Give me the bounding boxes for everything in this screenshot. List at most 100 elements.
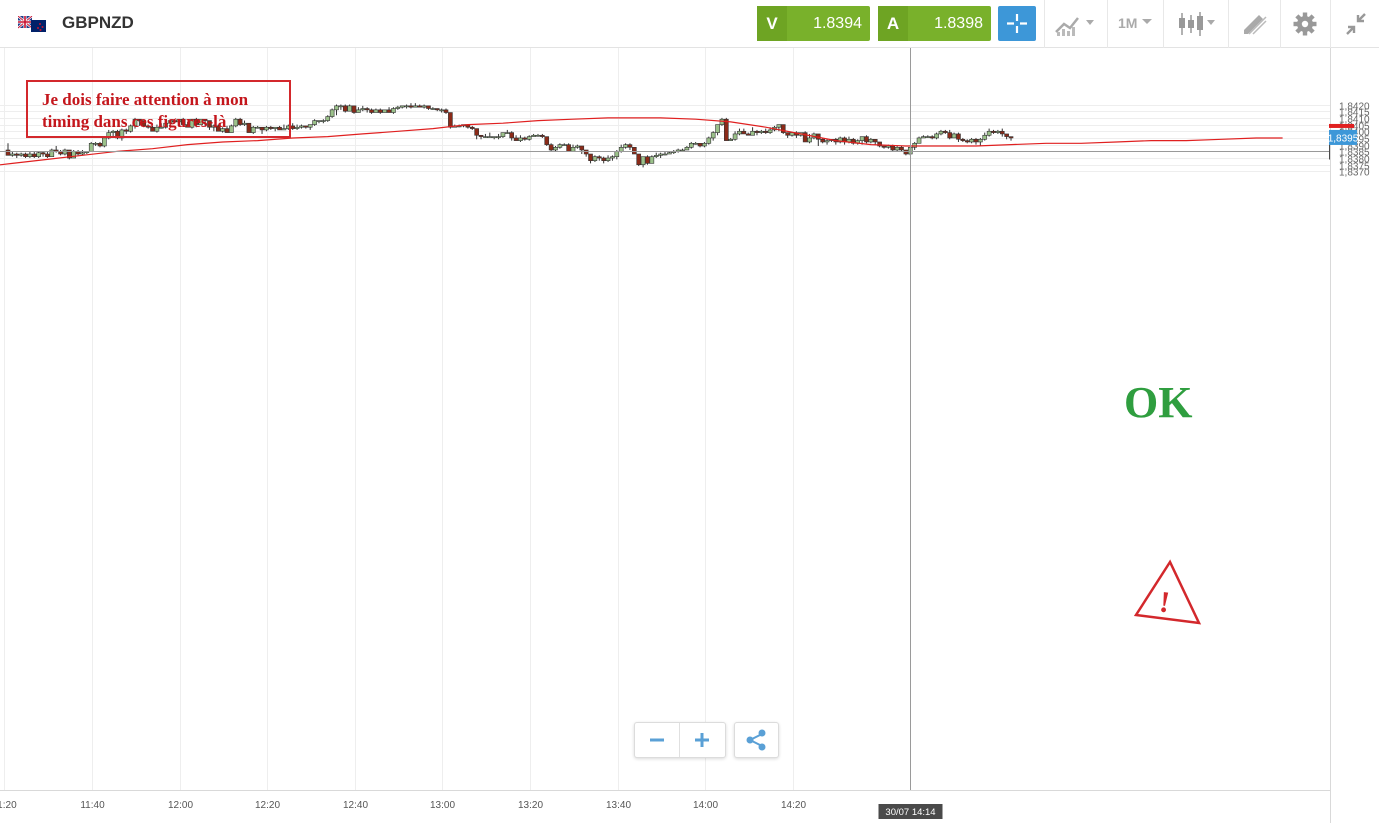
candle — [373, 108, 379, 113]
candle-body — [570, 147, 576, 152]
collapse-button[interactable] — [1343, 10, 1369, 38]
candle-body — [561, 144, 567, 146]
candle-body — [969, 138, 974, 143]
candle-body — [596, 156, 602, 159]
candle — [540, 133, 545, 138]
candle-body — [123, 129, 129, 132]
candle-body — [986, 130, 992, 136]
y-tick-label: 1,8375 — [1339, 162, 1370, 173]
candle — [601, 156, 606, 164]
candle-body — [531, 134, 536, 137]
candle — [553, 145, 558, 152]
candle-body — [110, 130, 116, 133]
price-chart[interactable]: 1,8385 30/07 14:14 1,84201,84151,84101,84… — [0, 48, 1379, 823]
candle-body — [872, 138, 878, 143]
candle-body — [750, 130, 755, 136]
drawing-tools-button[interactable] — [1241, 10, 1269, 38]
candle — [759, 129, 764, 134]
candle-body — [386, 109, 392, 113]
zoom-in-button[interactable] — [680, 723, 724, 757]
chart-type-button[interactable] — [1177, 10, 1221, 38]
candle-body — [557, 144, 563, 148]
candle — [404, 104, 409, 109]
candle-body — [807, 137, 812, 143]
candle-body — [859, 136, 865, 141]
candle — [1008, 136, 1014, 141]
collapse-arrows-icon — [1346, 13, 1366, 35]
toolbar-separator — [1280, 0, 1281, 48]
candle-body — [421, 105, 427, 108]
candle-body — [211, 125, 217, 128]
candle-body — [500, 132, 506, 137]
candle — [951, 132, 957, 139]
candle-body — [851, 138, 856, 144]
candle — [123, 128, 129, 134]
candle — [903, 149, 909, 156]
candle — [978, 137, 983, 146]
candle-body — [1004, 133, 1009, 137]
timeframe-button[interactable]: 1M — [1118, 15, 1153, 43]
candle-body — [413, 105, 418, 108]
toolbar-separator — [1163, 0, 1164, 48]
warning-triangle: ! — [1133, 559, 1202, 625]
candle-body — [14, 153, 20, 156]
candle-body — [636, 153, 642, 166]
candle — [868, 137, 874, 144]
crosshair-time-label: 30/07 14:14 — [885, 807, 935, 818]
settings-button[interactable] — [1292, 10, 1318, 38]
candle — [675, 148, 681, 153]
candle — [176, 118, 182, 125]
candle-body — [715, 124, 720, 133]
annotation-note: Je dois faire attention à mon timing dan… — [26, 80, 291, 138]
share-button[interactable] — [734, 722, 779, 758]
x-tick-label: 14:00 — [693, 800, 718, 811]
candle-body — [404, 105, 409, 108]
candle-body — [899, 147, 904, 151]
candle-body — [167, 120, 173, 124]
candle-body — [912, 143, 917, 148]
buy-button[interactable]: A 1.8398 — [878, 6, 991, 41]
candle — [575, 144, 580, 149]
zoom-out-button[interactable] — [635, 723, 680, 757]
candle — [815, 133, 821, 146]
candle-body — [360, 108, 366, 111]
candle — [185, 121, 190, 128]
candle — [198, 118, 204, 125]
crosshair-icon — [1007, 14, 1027, 33]
candle — [561, 143, 567, 146]
candle — [307, 124, 313, 130]
candle — [75, 149, 81, 156]
candle-body — [448, 112, 453, 128]
candle-body — [864, 136, 869, 143]
candle — [334, 104, 339, 116]
candle — [377, 108, 383, 114]
crosshair-toggle-button[interactable] — [998, 6, 1036, 41]
candle — [233, 117, 239, 128]
candle — [956, 132, 961, 142]
sell-button[interactable]: V 1.8394 — [757, 6, 870, 41]
candle-body — [877, 141, 882, 147]
candle — [487, 132, 493, 138]
candle — [207, 120, 212, 130]
candle-body — [93, 143, 98, 145]
candle — [351, 105, 357, 114]
moving-average-line — [0, 117, 1283, 166]
candle — [399, 105, 405, 109]
candle — [369, 108, 374, 114]
candle-body — [956, 133, 961, 140]
candle — [5, 143, 11, 156]
candle — [137, 118, 142, 126]
candle-body — [255, 126, 260, 129]
candle — [259, 126, 265, 134]
candle — [645, 155, 650, 165]
candle-body — [325, 116, 331, 121]
candle-body — [329, 109, 335, 117]
candle — [640, 156, 646, 168]
candle-body — [259, 126, 265, 131]
indicators-button[interactable] — [1054, 10, 1098, 38]
candle-body — [653, 155, 659, 157]
candle — [623, 143, 628, 149]
instrument-symbol[interactable]: GBPNZD — [62, 13, 134, 32]
candle-body — [702, 143, 707, 147]
candle-body — [566, 144, 571, 152]
